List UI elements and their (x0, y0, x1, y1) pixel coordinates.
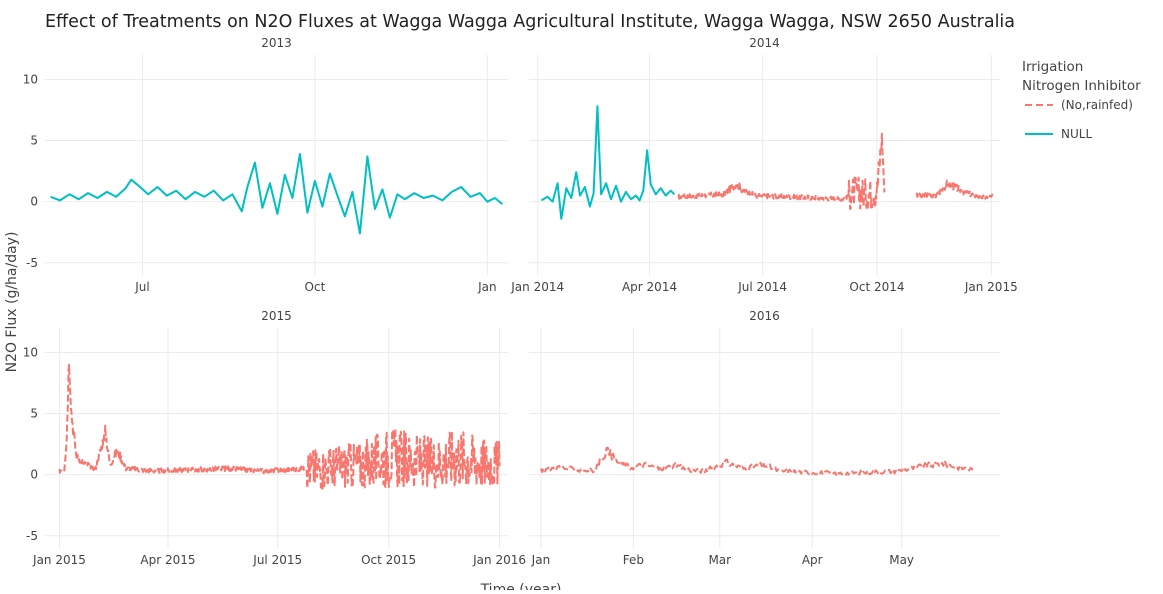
y-tick-label: -5 (26, 529, 38, 543)
y-tick-label: 0 (30, 195, 38, 209)
x-tick-label: Jan 2014 (510, 280, 564, 294)
x-tick-label: Jan 2015 (964, 280, 1018, 294)
legend-item-rainfed[interactable]: (No,rainfed) (1025, 98, 1133, 112)
series-line-rainfed (58, 363, 501, 490)
panel-2013: 2013 -5 0 5 10 Jul Oct Jan (23, 36, 508, 294)
panel-strip-label: 2013 (261, 36, 292, 50)
series-line-rainfed (915, 179, 994, 201)
panel-strip-label: 2014 (749, 36, 780, 50)
x-tick-label: Jan (531, 553, 551, 567)
legend-title-line-1: Irrigation (1022, 59, 1083, 75)
y-tick-label: 10 (23, 345, 38, 359)
panel-2014: 2014 Jan 2014 Apr 2014 Jul 2014 Oct 2014 Jan … (510, 36, 1017, 294)
legend[interactable]: Irrigation Nitrogen Inhibitor (No,rainfe… (1022, 59, 1141, 141)
y-tick-label: 0 (30, 468, 38, 482)
panel-2016: 2016 Jan Feb Mar Apr May (529, 309, 1000, 567)
legend-label-rainfed: (No,rainfed) (1061, 98, 1133, 112)
x-tick-label: Apr 2015 (140, 553, 195, 567)
x-tick-label: Jul 2014 (737, 280, 787, 294)
series-line-null (50, 153, 504, 235)
x-tick-label: Jan 2015 (32, 553, 86, 567)
y-tick-label: 5 (30, 407, 38, 421)
y-axis-label: N2O Flux (g/ha/day) (4, 232, 20, 373)
y-tick-label: 5 (30, 134, 38, 148)
x-tick-label: Apr (802, 553, 823, 567)
x-tick-label: May (889, 553, 914, 567)
x-tick-label: Jul 2015 (252, 553, 302, 567)
x-tick-label: Jan (477, 280, 497, 294)
y-tick-label: 10 (23, 72, 38, 86)
x-tick-label: Oct 2015 (361, 553, 416, 567)
legend-item-null[interactable]: NULL (1025, 127, 1092, 141)
panel-strip-label: 2016 (749, 309, 780, 323)
x-tick-label: Feb (623, 553, 644, 567)
series-line-rainfed (677, 132, 886, 211)
x-tick-label: Oct 2014 (849, 280, 904, 294)
series-line-rainfed (539, 446, 975, 477)
legend-label-null: NULL (1061, 127, 1092, 141)
x-tick-label: Jan 2016 (472, 553, 526, 567)
x-tick-label: Apr 2014 (622, 280, 677, 294)
panel-strip-label: 2015 (261, 309, 292, 323)
x-axis-label: Time (year) (480, 582, 562, 590)
series-line-null (540, 105, 676, 220)
chart-title: Effect of Treatments on N2O Fluxes at Wa… (45, 12, 1015, 32)
x-tick-label: Oct (305, 280, 326, 294)
panel-2015: 2015 -5 0 5 10 Jan 2015 Apr 2015 Jul 2015 Oct 20… (23, 309, 526, 567)
x-tick-label: Mar (708, 553, 731, 567)
legend-title-line-2: Nitrogen Inhibitor (1022, 78, 1141, 94)
x-tick-label: Jul (134, 280, 149, 294)
y-tick-label: -5 (26, 256, 38, 270)
panels: 2013 -5 0 5 10 Jul Oct Jan 2014 Jan 2014 Apr 2014 J… (23, 36, 1018, 567)
